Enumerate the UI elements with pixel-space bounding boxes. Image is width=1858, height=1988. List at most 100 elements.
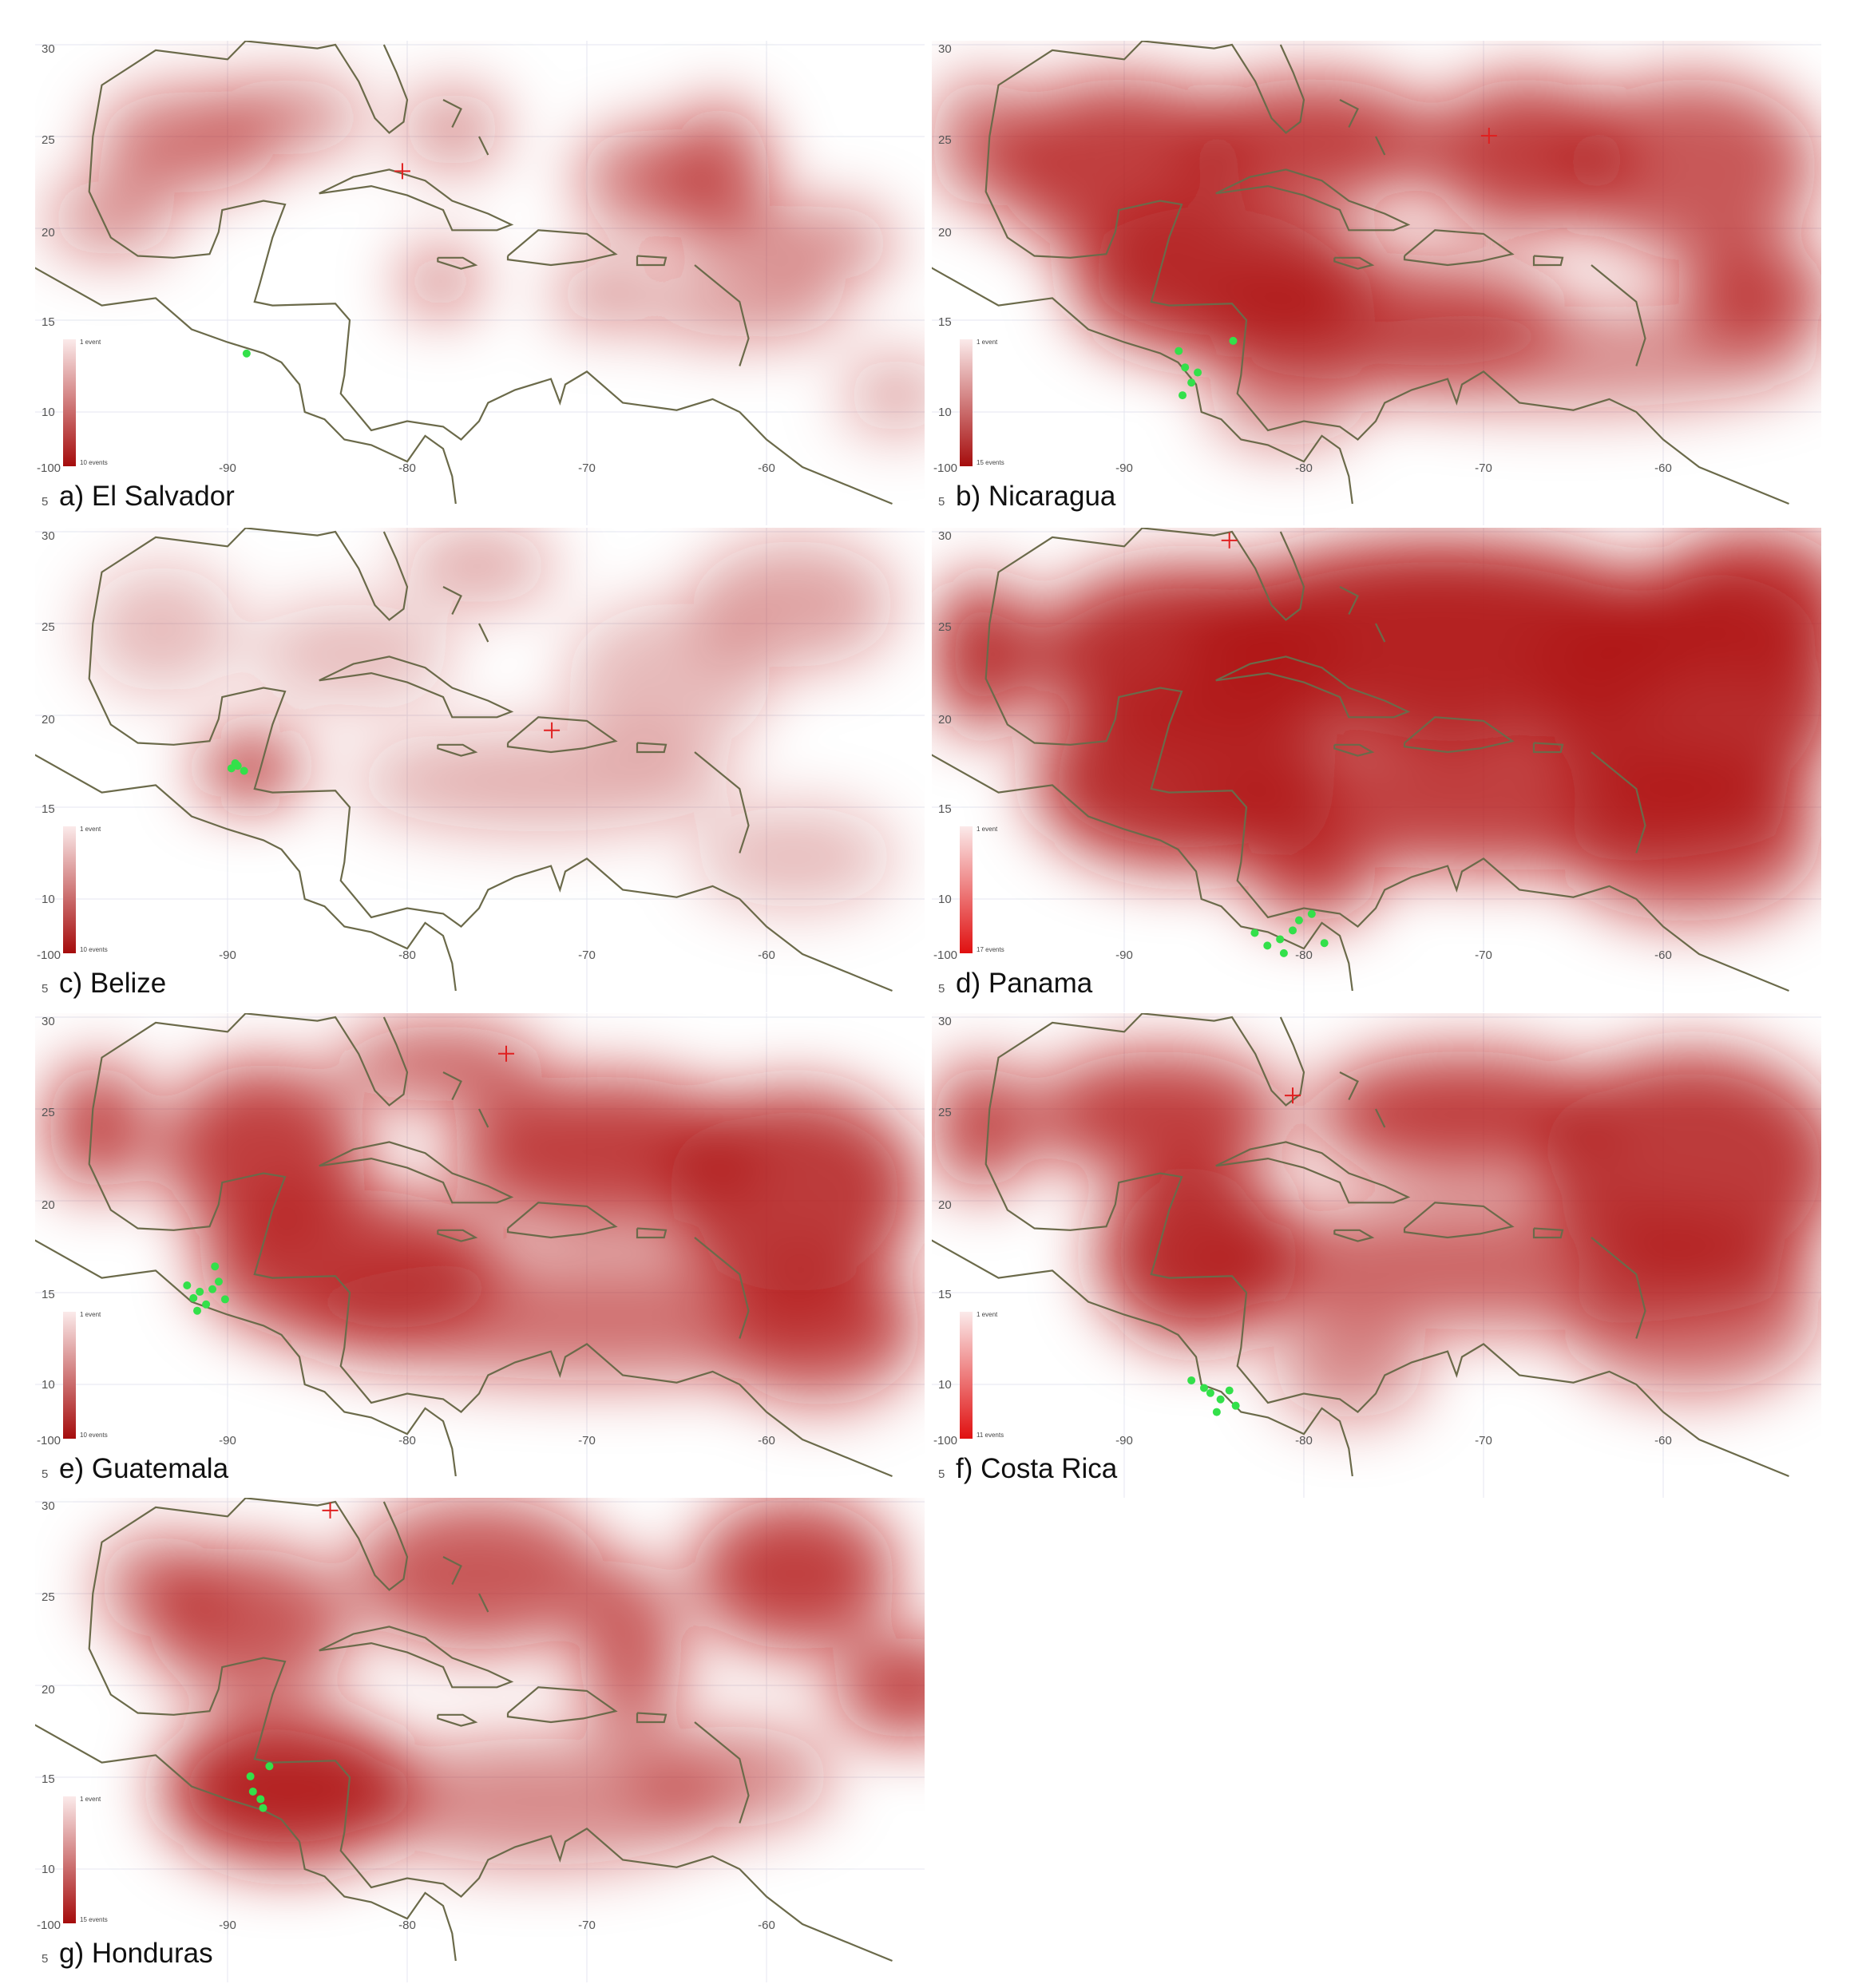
lat-label: 10 [42, 893, 55, 906]
event-dot [193, 1306, 202, 1315]
heat-blob [719, 1253, 922, 1406]
heat-blob [693, 1498, 897, 1650]
lon-label: -90 [1115, 948, 1133, 962]
epicenter-cross [1285, 1087, 1301, 1104]
map-panel: 1 event 17 events 30 25 20 15 10 -100 5 -90 -80 -70… [932, 528, 1821, 1012]
lat-label: 10 [938, 406, 952, 419]
heat-blob [402, 528, 555, 604]
lat-label: 25 [42, 133, 55, 147]
legend-min: 1 event [977, 1311, 998, 1318]
lon-label: -80 [1295, 948, 1313, 962]
lat-label: 5 [42, 1467, 48, 1481]
epicenter-cross [497, 1045, 514, 1062]
coastline [35, 41, 893, 505]
event-dot [242, 349, 251, 358]
lon-label: -80 [398, 1434, 416, 1447]
epicenter-cross [394, 163, 410, 180]
heat-blob [250, 604, 454, 706]
lat-label: 15 [42, 1288, 55, 1301]
lon-label: -100 [933, 461, 957, 475]
lat-label: 5 [42, 982, 48, 996]
coastline [35, 528, 893, 992]
heat-blob [351, 730, 732, 832]
legend-max: 15 events [977, 459, 1004, 466]
lon-label: -100 [37, 1434, 61, 1447]
lat-label: 5 [938, 982, 945, 996]
legend-max: 15 events [80, 1916, 108, 1923]
heat-blob [579, 1561, 681, 1739]
heatmap [85, 528, 897, 908]
lon-label: -60 [1654, 461, 1672, 475]
lon-label: -100 [37, 1919, 61, 1932]
lat-label: 30 [42, 1499, 55, 1513]
epicenter-cross [322, 1502, 339, 1519]
panel-caption: d) Panama [956, 968, 1093, 999]
event-dot [240, 766, 248, 775]
heat-blob [1185, 78, 1439, 206]
lat-label: 5 [42, 1952, 48, 1966]
heat-blob [402, 91, 504, 168]
panel-caption: g) Honduras [59, 1938, 213, 1969]
panel-caption: e) Guatemala [59, 1453, 229, 1484]
panel-caption: a) El Salvador [59, 481, 235, 512]
lon-label: -70 [578, 1434, 596, 1447]
heat-blob [693, 806, 897, 908]
map-panel: 1 event 10 events 30 25 20 15 10 -100 5 -90 -80 -70… [35, 1013, 925, 1498]
heat-blob [693, 540, 897, 667]
lat-label: 20 [42, 1683, 55, 1697]
heat-blob [1032, 1051, 1287, 1178]
heatmap [932, 528, 1821, 921]
heat-blob [200, 736, 302, 800]
heatmap [932, 1051, 1821, 1419]
legend-bar [63, 339, 76, 466]
event-dot [259, 1804, 267, 1812]
lat-label: 25 [938, 1106, 952, 1119]
epicenter-cross [1221, 532, 1238, 548]
lat-label: 5 [938, 495, 945, 509]
map-panel: 1 event 15 events 30 25 20 15 10 -100 5 -90 -80 -70… [35, 1498, 925, 1982]
heat-blob [1565, 1241, 1819, 1393]
event-dot [231, 758, 240, 767]
map-panel: 1 event 15 events 30 25 20 15 10 -100 5 -90 -80 -70… [932, 41, 1821, 525]
lat-label: 20 [42, 713, 55, 727]
event-dot [1276, 935, 1285, 944]
heat-blob [932, 578, 1033, 731]
heat-blob [47, 180, 175, 256]
heat-blob [643, 275, 846, 339]
lat-label: 10 [42, 406, 55, 419]
heat-blob [554, 262, 656, 326]
coastline [35, 1498, 893, 1962]
lon-label: -70 [1475, 1434, 1492, 1447]
lat-label: 15 [938, 802, 952, 816]
lon-label: -70 [1475, 948, 1492, 962]
heat-blob [402, 249, 479, 313]
heat-blob [932, 1063, 1033, 1191]
lat-label: 10 [938, 893, 952, 906]
event-dot [1181, 363, 1190, 372]
event-dot [1294, 916, 1303, 925]
event-dot [1279, 948, 1288, 957]
event-dot [1225, 1386, 1234, 1395]
lat-label: 25 [42, 620, 55, 634]
lat-label: 5 [938, 1467, 945, 1481]
heatmap [47, 1025, 922, 1406]
heatmap [98, 1498, 925, 1865]
heat-blob [1311, 1051, 1616, 1178]
lat-label: 30 [42, 529, 55, 543]
heat-blob [1311, 307, 1819, 408]
lon-label: -100 [933, 948, 957, 962]
event-dot [1187, 378, 1196, 387]
event-dot [1216, 1395, 1225, 1404]
lat-label: 25 [42, 1106, 55, 1119]
event-dot [1199, 1384, 1208, 1392]
legend-bar [63, 1796, 76, 1923]
legend-min: 1 event [80, 1311, 101, 1318]
event-dot [220, 1295, 229, 1304]
legend-bar [63, 1312, 76, 1439]
event-dot [1194, 368, 1202, 377]
lat-label: 5 [42, 495, 48, 509]
lon-label: -70 [578, 1919, 596, 1932]
lat-label: 25 [938, 620, 952, 634]
heat-blob [47, 1063, 149, 1191]
